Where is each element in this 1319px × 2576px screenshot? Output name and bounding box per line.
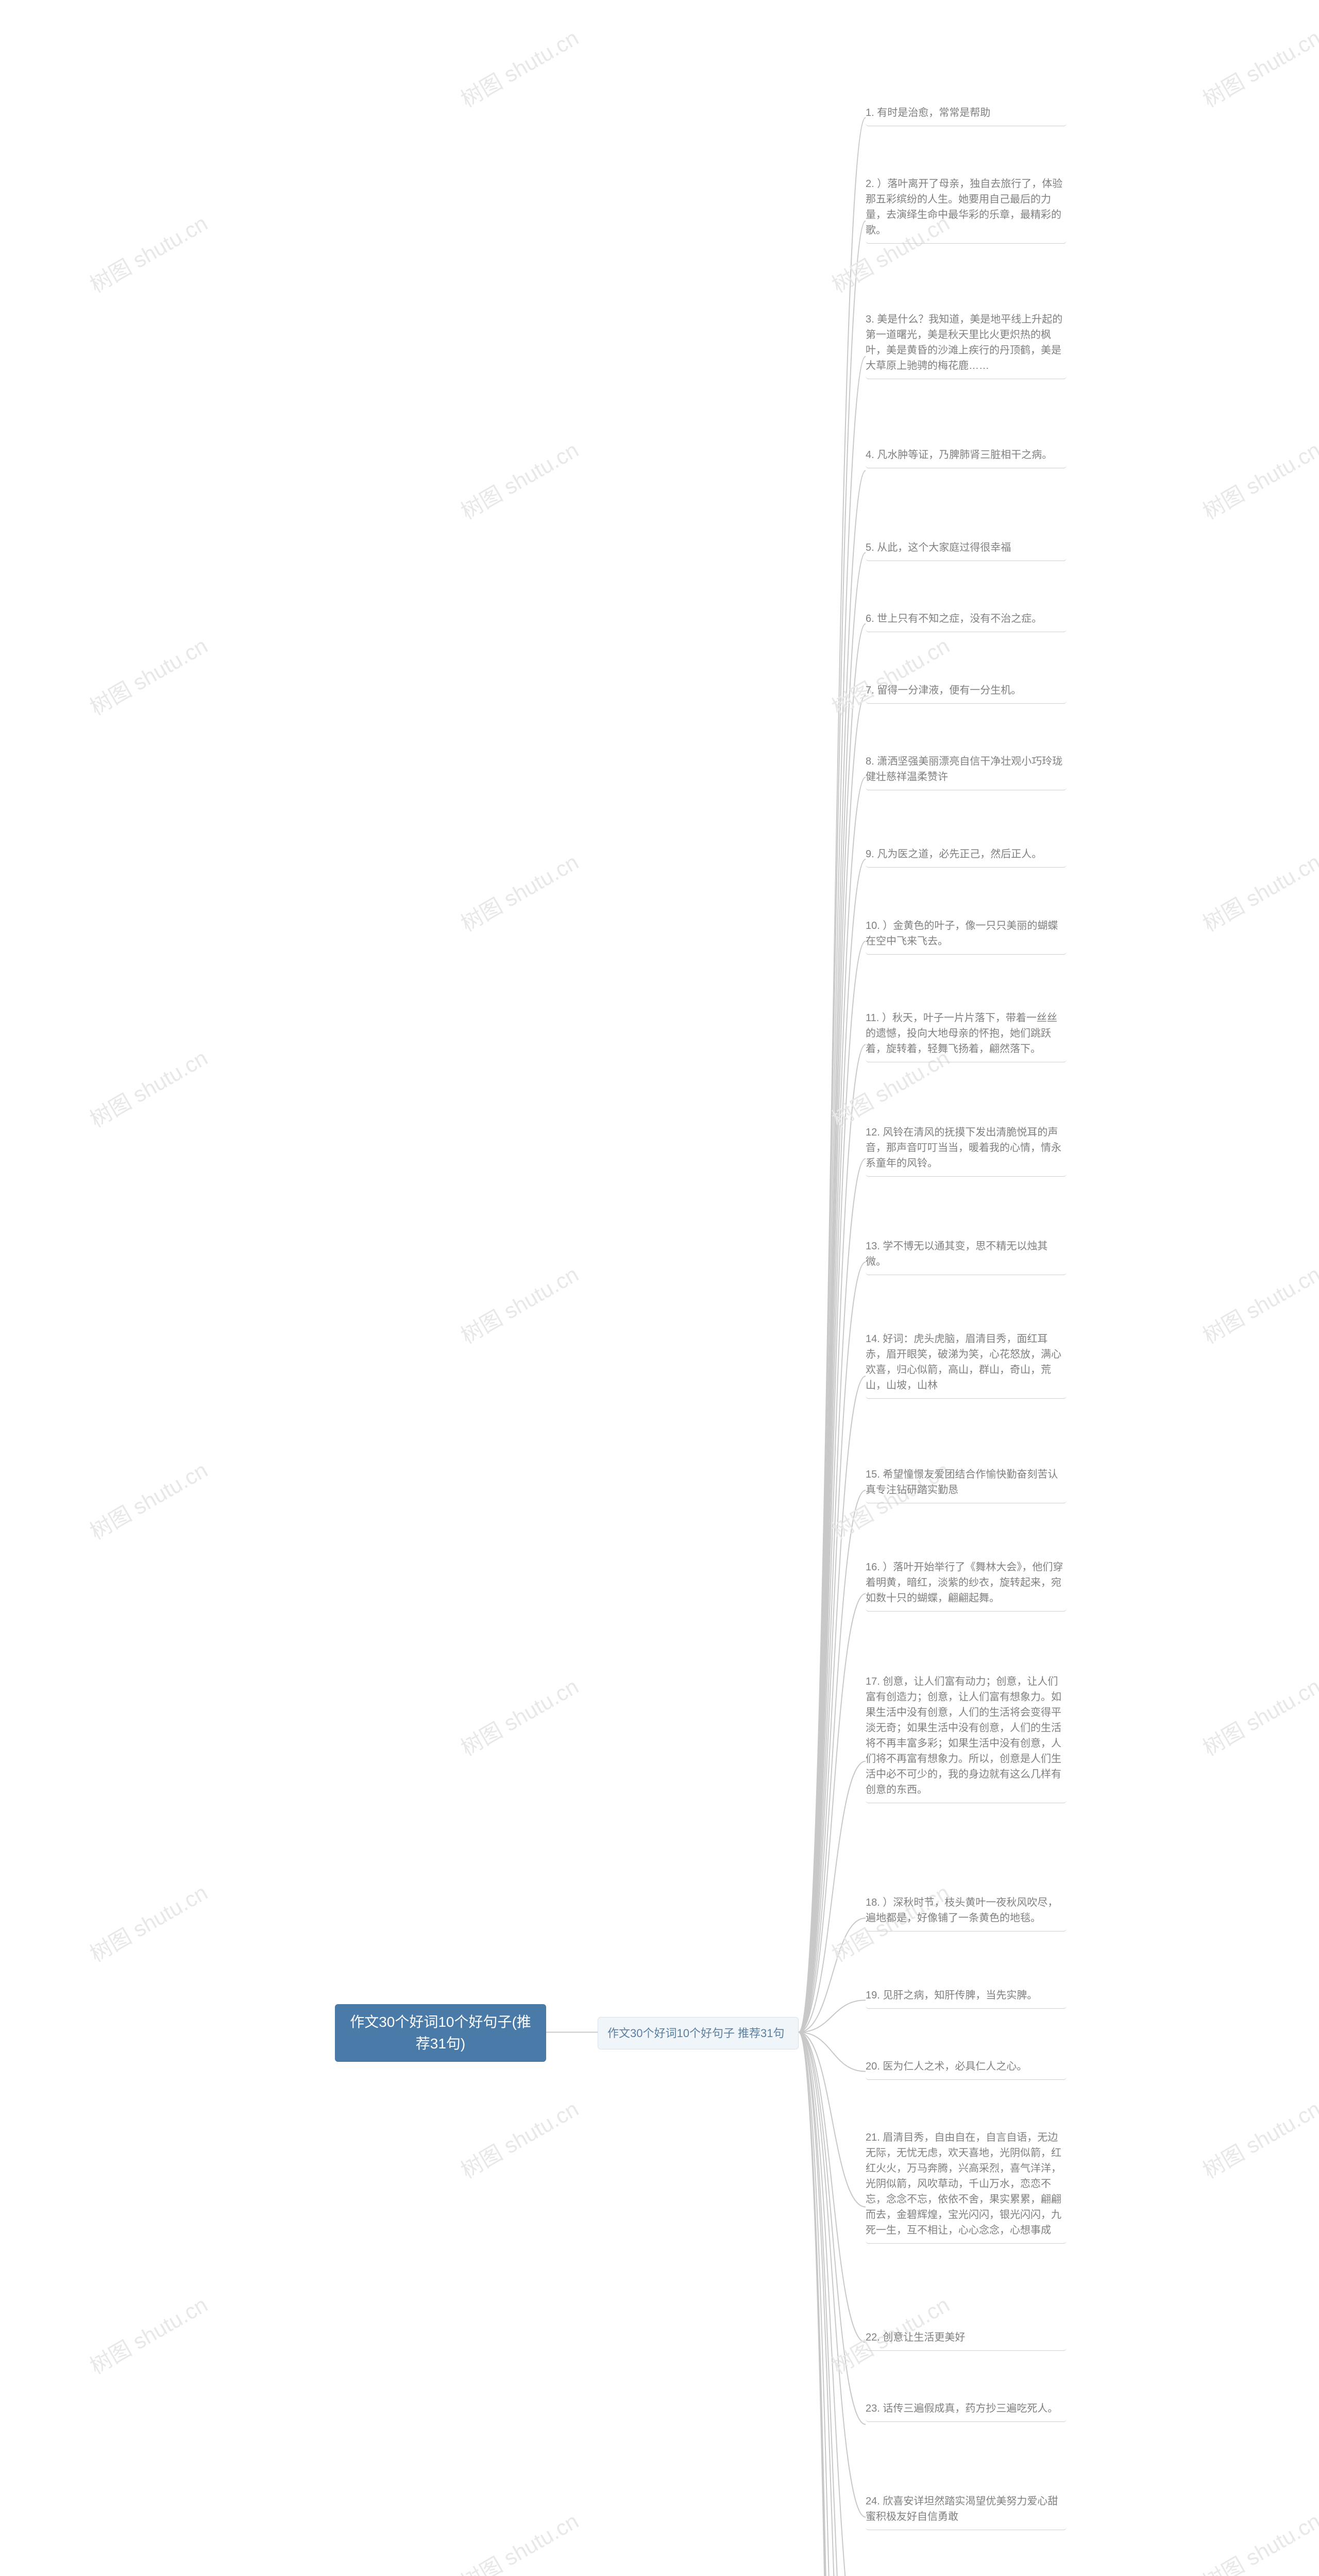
leaf-node: 24. 欣喜安详坦然踏实渴望优美努力爱心甜蜜积极友好自信勇敢 [866,2488,1067,2530]
leaf-node: 9. 凡为医之道，必先正己，然后正人。 [866,841,1067,868]
leaf-node: 22. 创意让生活更美好 [866,2325,1067,2351]
leaf-node: 17. 创意，让人们富有动力；创意，让人们富有创造力；创意，让人们富有想象力。如… [866,1669,1067,1803]
leaf-node: 11. ）秋天，叶子一片片落下，带着一丝丝的遗憾，投向大地母亲的怀抱，她们跳跃着… [866,1005,1067,1062]
watermark: 树图 shutu.cn [1196,1669,1319,1762]
leaf-node: 16. ）落叶开始举行了《舞林大会》，他们穿着明黄，暗红，淡紫的纱衣，旋转起来，… [866,1554,1067,1612]
connector-lines [0,0,1319,2576]
leaf-node: 18. ）深秋时节，枝头黄叶一夜秋风吹尽，遍地都是，好像铺了一条黄色的地毯。 [866,1890,1067,1931]
watermark: 树图 shutu.cn [1196,2092,1319,2184]
leaf-node: 3. 美是什么？我知道，美是地平线上升起的第一道曙光，美是秋天里比火更炽热的枫叶… [866,307,1067,379]
watermark: 树图 shutu.cn [1196,2504,1319,2576]
watermark: 树图 shutu.cn [1196,433,1319,526]
leaf-node: 10. ）金黄色的叶子，像一只只美丽的蝴蝶在空中飞来飞去。 [866,913,1067,955]
watermark: 树图 shutu.cn [83,629,213,721]
watermark: 树图 shutu.cn [454,845,584,938]
watermark: 树图 shutu.cn [1196,845,1319,938]
leaf-node: 23. 话传三遍假成真，药方抄三遍吃死人。 [866,2396,1067,2422]
leaf-node: 7. 留得一分津液，便有一分生机。 [866,677,1067,704]
leaf-node: 12. 风铃在清风的抚摸下发出清脆悦耳的声音，那声音叮叮当当，暖着我的心情，情永… [866,1120,1067,1177]
leaf-node: 8. 潇洒坚强美丽漂亮自信干净壮观小巧玲珑健壮慈祥温柔赞许 [866,749,1067,790]
leaf-node: 4. 凡水肿等证，乃脾肺肾三脏相干之病。 [866,442,1067,468]
leaf-node: 5. 从此，这个大家庭过得很幸福 [866,535,1067,561]
diagram-container: 树图 shutu.cn 树图 shutu.cn 树图 shutu.cn 树图 shut… [0,0,1319,2576]
watermark: 树图 shutu.cn [454,433,584,526]
leaf-node: 14. 好词：虎头虎脑，眉清目秀，面红耳赤，眉开眼笑，破涕为笑，心花怒放，满心欢… [866,1326,1067,1399]
leaf-node: 13. 学不博无以通其变，思不精无以烛其微。 [866,1233,1067,1275]
mid-node: 作文30个好词10个好句子 推荐31句 [598,2017,799,2049]
leaf-node: 6. 世上只有不知之症，没有不治之症。 [866,606,1067,632]
leaf-node: 19. 见肝之病，知肝传脾，当先实脾。 [866,1982,1067,2009]
watermark: 树图 shutu.cn [1196,21,1319,113]
leaf-node: 21. 眉清目秀，自由自在，自言自语，无边无际，无忧无虑，欢天喜地，光阴似箭，红… [866,2125,1067,2244]
leaf-node: 1. 有时是治愈，常常是帮助 [866,100,1067,126]
watermark: 树图 shutu.cn [454,1669,584,1762]
watermark: 树图 shutu.cn [454,2092,584,2184]
root-node: 作文30个好词10个好句子(推荐31句) [335,2004,546,2062]
watermark: 树图 shutu.cn [83,1453,213,1546]
leaf-node: 2. ）落叶离开了母亲，独自去旅行了，体验那五彩缤纷的人生。她要用自己最后的力量… [866,171,1067,244]
watermark: 树图 shutu.cn [454,2504,584,2576]
watermark: 树图 shutu.cn [825,629,955,721]
watermark: 树图 shutu.cn [83,1875,213,1968]
watermark: 树图 shutu.cn [454,21,584,113]
leaf-node: 15. 希望憧憬友爱团结合作愉快勤奋刻苦认真专注钻研踏实勤恳 [866,1462,1067,1503]
leaf-node: 20. 医为仁人之术，必具仁人之心。 [866,2054,1067,2080]
watermark: 树图 shutu.cn [83,2287,213,2380]
watermark: 树图 shutu.cn [1196,1257,1319,1350]
watermark: 树图 shutu.cn [83,206,213,299]
watermark: 树图 shutu.cn [83,1041,213,1133]
watermark: 树图 shutu.cn [454,1257,584,1350]
